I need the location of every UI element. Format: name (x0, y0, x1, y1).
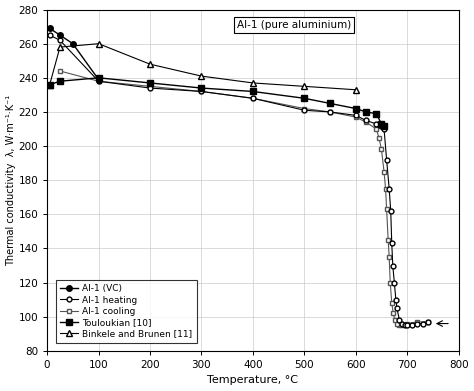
Al-1 heating (353, 113, 359, 118)
Al-1 cooling (389, 301, 394, 305)
Al-1 heating (47, 33, 53, 38)
Al-1 (VC) (96, 77, 101, 82)
Al-1 cooling (381, 169, 387, 174)
X-axis label: Temperature, °C: Temperature, °C (207, 375, 298, 386)
Al-1 heating (250, 96, 255, 100)
Line: Al-1 cooling: Al-1 cooling (57, 68, 430, 328)
Al-1 heating (147, 86, 153, 90)
Al-1 cooling (386, 255, 392, 259)
Al-1 cooling (392, 318, 398, 323)
Al-1 heating (420, 321, 426, 326)
Al-1 cooling (399, 323, 405, 328)
Al-1 cooling (379, 147, 384, 152)
Al-1 cooling (96, 79, 101, 84)
Al-1 cooling (376, 135, 382, 140)
Al-1 heating (199, 89, 204, 94)
Al-1 cooling (391, 311, 396, 316)
Al-1 cooling (397, 323, 402, 328)
Al-1 heating (57, 38, 63, 43)
Al-1 cooling (147, 84, 153, 89)
Al-1 heating (386, 187, 392, 191)
Al-1 cooling (363, 120, 369, 124)
Al-1 heating (96, 79, 101, 84)
Al-1 heating (381, 127, 387, 131)
Al-1 cooling (415, 319, 420, 324)
Line: Binkele and Brunen [11]: Binkele and Brunen [11] (47, 41, 358, 93)
Touloukian [10] (374, 111, 379, 116)
Touloukian [10] (47, 82, 53, 87)
Al-1 cooling (250, 96, 255, 100)
Touloukian [10] (147, 81, 153, 85)
Al-1 heating (425, 319, 430, 324)
Touloukian [10] (199, 86, 204, 90)
Line: Touloukian [10]: Touloukian [10] (46, 75, 387, 129)
Al-1 cooling (353, 115, 359, 119)
Al-1 cooling (374, 127, 379, 131)
Al-1 cooling (385, 238, 391, 242)
Touloukian [10] (250, 89, 255, 94)
Touloukian [10] (379, 122, 384, 126)
Al-1 heating (388, 208, 393, 213)
Al-1 heating (390, 263, 396, 268)
Al-1 cooling (387, 280, 393, 285)
Al-1 heating (374, 122, 379, 126)
Al-1 heating (399, 321, 405, 326)
Al-1 heating (402, 323, 408, 328)
Al-1 heating (327, 109, 333, 114)
Al-1 heating (415, 321, 420, 326)
Al-1 heating (363, 118, 369, 123)
Al-1 (VC) (70, 41, 76, 46)
Touloukian [10] (353, 106, 359, 111)
Binkele and Brunen [11] (199, 74, 204, 79)
Text: Al-1 (pure aluminium): Al-1 (pure aluminium) (237, 20, 351, 30)
Al-1 cooling (394, 321, 400, 326)
Al-1 heating (393, 297, 399, 302)
Al-1 (VC) (57, 33, 63, 38)
Line: Al-1 (VC): Al-1 (VC) (47, 25, 101, 82)
Al-1 cooling (404, 321, 410, 326)
Al-1 heating (397, 318, 402, 323)
Al-1 heating (301, 108, 307, 113)
Al-1 heating (389, 241, 394, 246)
Binkele and Brunen [11] (250, 81, 255, 85)
Line: Al-1 heating: Al-1 heating (47, 33, 430, 328)
Touloukian [10] (327, 101, 333, 106)
Y-axis label: Thermal conductivity  λ, W·m⁻¹·K⁻¹: Thermal conductivity λ, W·m⁻¹·K⁻¹ (6, 95, 16, 266)
Al-1 heating (410, 323, 415, 328)
Touloukian [10] (381, 123, 387, 128)
Al-1 heating (379, 123, 384, 128)
Al-1 cooling (425, 319, 430, 324)
Al-1 cooling (301, 106, 307, 111)
Al-1 heating (384, 158, 390, 162)
Al-1 cooling (199, 89, 204, 94)
Legend: Al-1 (VC), Al-1 heating, Al-1 cooling, Touloukian [10], Binkele and Brunen [11]: Al-1 (VC), Al-1 heating, Al-1 cooling, T… (56, 280, 197, 343)
Binkele and Brunen [11] (353, 88, 359, 92)
Al-1 cooling (57, 69, 63, 74)
Touloukian [10] (301, 96, 307, 100)
Al-1 cooling (327, 109, 333, 114)
Al-1 heating (392, 280, 397, 285)
Al-1 cooling (383, 187, 388, 191)
Al-1 cooling (384, 207, 390, 212)
Binkele and Brunen [11] (301, 84, 307, 89)
Binkele and Brunen [11] (96, 41, 101, 46)
Al-1 heating (394, 306, 400, 310)
Touloukian [10] (57, 79, 63, 84)
Al-1 (VC) (47, 26, 53, 30)
Binkele and Brunen [11] (47, 82, 53, 87)
Al-1 heating (404, 323, 410, 328)
Touloukian [10] (96, 75, 101, 80)
Binkele and Brunen [11] (147, 62, 153, 66)
Binkele and Brunen [11] (57, 45, 63, 49)
Touloukian [10] (363, 109, 369, 114)
